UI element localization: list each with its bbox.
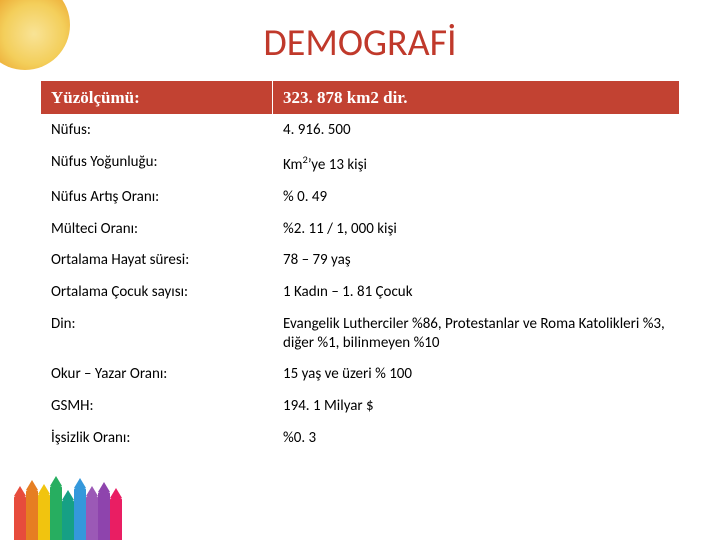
row-label: Ortalama Çocuk sayısı:: [41, 277, 273, 309]
table-header-row: Yüzölçümü: 323. 878 km2 dir.: [41, 81, 680, 115]
header-label: Yüzölçümü:: [41, 81, 273, 115]
table-row: Nüfus:4. 916. 500: [41, 115, 680, 147]
row-label: Nüfus Artış Oranı:: [41, 181, 273, 213]
row-value: %0. 3: [273, 422, 680, 454]
demographics-table: Yüzölçümü: 323. 878 km2 dir. Nüfus:4. 91…: [40, 80, 680, 455]
table-row: İşsizlik Oranı:%0. 3: [41, 422, 680, 454]
row-value: 1 Kadın – 1. 81 Çocuk: [273, 277, 680, 309]
pencil-icon: [74, 488, 86, 540]
pencil-icon: [62, 500, 74, 540]
row-value: %2. 11 / 1, 000 kişi: [273, 213, 680, 245]
table-row: GSMH:194. 1 Milyar $: [41, 391, 680, 423]
row-label: GSMH:: [41, 391, 273, 423]
row-label: Mülteci Oranı:: [41, 213, 273, 245]
row-value: 78 – 79 yaş: [273, 245, 680, 277]
pencil-icon: [98, 492, 110, 540]
pencil-icon: [86, 496, 98, 540]
row-value: 15 yaş ve üzeri % 100: [273, 359, 680, 391]
pencil-icon: [26, 490, 38, 540]
row-value: Evangelik Lutherciler %86, Protestanlar …: [273, 308, 680, 359]
table-row: Ortalama Hayat süresi:78 – 79 yaş: [41, 245, 680, 277]
table-row: Ortalama Çocuk sayısı:1 Kadın – 1. 81 Ço…: [41, 277, 680, 309]
row-label: Nüfus Yoğunluğu:: [41, 147, 273, 182]
pencil-icon: [50, 486, 62, 540]
pencil-icon: [14, 496, 26, 540]
row-label: Ortalama Hayat süresi:: [41, 245, 273, 277]
table-row: Din:Evangelik Lutherciler %86, Protestan…: [41, 308, 680, 359]
row-label: İşsizlik Oranı:: [41, 422, 273, 454]
row-label: Okur – Yazar Oranı:: [41, 359, 273, 391]
table-row: Nüfus Yoğunluğu:Km2’ye 13 kişi: [41, 147, 680, 182]
header-value: 323. 878 km2 dir.: [273, 81, 680, 115]
row-label: Nüfus:: [41, 115, 273, 147]
row-label: Din:: [41, 308, 273, 359]
table-row: Okur – Yazar Oranı:15 yaş ve üzeri % 100: [41, 359, 680, 391]
pencil-icon: [38, 494, 50, 540]
table-row: Mülteci Oranı:%2. 11 / 1, 000 kişi: [41, 213, 680, 245]
pencil-icon: [110, 498, 122, 540]
table-row: Nüfus Artış Oranı:% 0. 49: [41, 181, 680, 213]
pencils-decoration: [14, 460, 134, 540]
row-value: % 0. 49: [273, 181, 680, 213]
page-title: DEMOGRAFİ: [0, 0, 720, 80]
row-value: Km2’ye 13 kişi: [273, 147, 680, 182]
row-value: 4. 916. 500: [273, 115, 680, 147]
row-value: 194. 1 Milyar $: [273, 391, 680, 423]
